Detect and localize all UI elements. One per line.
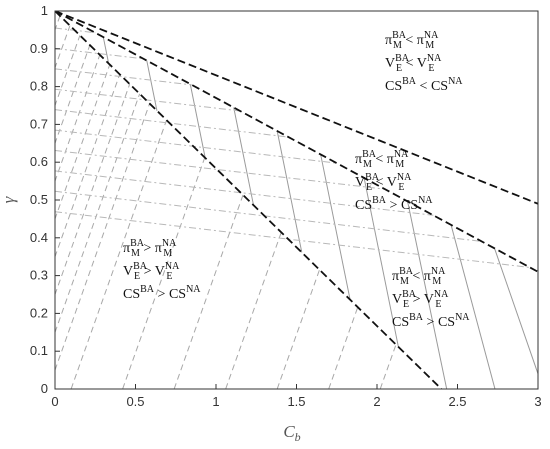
y-tick-label-5: 0.5 xyxy=(30,192,48,207)
hatch-line-left-12 xyxy=(173,194,244,389)
inequality-left-1: VBA E > VNA E xyxy=(123,261,180,282)
y-tick-label-3: 0.3 xyxy=(30,268,48,283)
hatch-line-left-15 xyxy=(328,306,359,389)
hatch-line-solid-3 xyxy=(233,107,255,206)
hatch-line-dashdot-7 xyxy=(55,170,434,216)
hatch-line-left-0 xyxy=(55,103,151,372)
plot-frame xyxy=(54,10,539,390)
inequality-left-2: CSBA > CSNA xyxy=(123,284,201,302)
hatch-line-solid-0 xyxy=(102,36,110,64)
y-tick-label-1: 0.1 xyxy=(30,343,48,358)
hatch-line-left-10 xyxy=(70,119,168,389)
boundary-layer xyxy=(55,11,538,389)
hatch-line-solid-5 xyxy=(320,154,351,300)
hatch-line-left-13 xyxy=(225,232,282,389)
inequality-lower-right-2: CSBA > CSNA xyxy=(392,312,470,330)
x-axis-label: Cb xyxy=(283,422,300,444)
x-tick-label-6: 3 xyxy=(534,394,541,409)
hatch-line-left-14 xyxy=(276,269,320,389)
hatch-line-solid-8 xyxy=(450,224,496,389)
y-tick-label-7: 0.7 xyxy=(30,116,48,131)
hatch-line-left-1 xyxy=(55,93,141,334)
y-tick-label-4: 0.4 xyxy=(30,230,48,245)
hatch-line-dashdot-6 xyxy=(55,149,386,190)
y-tick-label-6: 0.6 xyxy=(30,154,48,169)
boundary-line-0 xyxy=(55,11,538,205)
hatch-line-dashdot-2 xyxy=(55,68,192,86)
y-tick-label-0: 0 xyxy=(41,381,48,396)
y-tick-label-9: 0.9 xyxy=(30,41,48,56)
hatch-line-solid-6 xyxy=(363,177,399,348)
x-axis-label-main: C xyxy=(283,422,295,441)
hatch-line-solid-7 xyxy=(407,201,448,389)
inequality-upper-1: VBA E < VNA E xyxy=(385,53,442,74)
hatch-line-dashdot-3 xyxy=(55,88,241,112)
boundary-line-1 xyxy=(55,11,538,273)
hatch-line-left-3 xyxy=(55,74,121,259)
inequality-upper-0: πBA M < πNA M xyxy=(385,30,439,51)
hatch-line-left-5 xyxy=(55,54,101,183)
hatch-line-solid-9 xyxy=(494,248,538,376)
hatch-line-dashdot-4 xyxy=(55,109,289,138)
y-tick-label-2: 0.2 xyxy=(30,305,48,320)
hatch-line-solid-1 xyxy=(146,60,158,111)
hatch-line-solid-2 xyxy=(189,83,206,159)
inequality-left-0: πBA M > πNA M xyxy=(123,238,177,259)
inequality-middle-1: VBA E < VNA E xyxy=(355,172,412,193)
hatch-line-dashdot-8 xyxy=(55,190,482,242)
x-tick-label-5: 2.5 xyxy=(448,394,466,409)
hatch-line-dashdot-5 xyxy=(55,129,337,164)
tick-layer: 0 0.5 1 1.5 2 2.5 3 0 0.1 0.2 0.3 0.4 0.5 0.6 0.7 0.8 0.… xyxy=(30,3,542,409)
inequality-upper-2: CSBA < CSNA xyxy=(385,76,463,94)
y-axis-label: γ xyxy=(0,195,18,203)
y-tick-label-8: 0.8 xyxy=(30,79,48,94)
inequality-lower-right-1: VBA E > VNA E xyxy=(392,289,449,310)
x-axis-label-sub: b xyxy=(295,430,301,444)
x-tick-label-1: 0.5 xyxy=(126,394,144,409)
inequality-lower-right-0: πBA M < πNA M xyxy=(392,266,446,287)
y-tick-label-10: 1 xyxy=(41,3,48,18)
hatch-line-dashdot-9 xyxy=(55,211,531,268)
inequality-middle-2: CSBA > CSNA xyxy=(355,195,433,213)
hatch-line-left-2 xyxy=(55,83,131,296)
hatch-line-left-16 xyxy=(379,344,397,389)
boundary-line-2 xyxy=(55,11,443,389)
x-tick-label-4: 2 xyxy=(373,394,380,409)
x-tick-label-3: 1.5 xyxy=(287,394,305,409)
hatch-line-left-11 xyxy=(122,157,206,389)
inequality-middle-0: πBA M < πNA M xyxy=(355,149,409,170)
x-tick-label-2: 1 xyxy=(212,394,219,409)
hatch-line-left-6 xyxy=(55,44,91,145)
hatch-line-left-7 xyxy=(55,35,81,107)
hatch-line-solid-4 xyxy=(276,130,303,253)
x-tick-label-0: 0 xyxy=(51,394,58,409)
hatch-layer xyxy=(55,15,538,389)
